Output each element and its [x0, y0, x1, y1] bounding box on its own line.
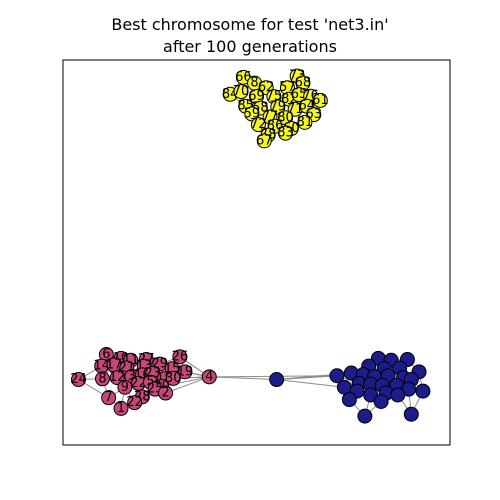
node-label: 9	[121, 380, 129, 395]
node-label: 61	[312, 93, 329, 108]
graph-node: 22	[126, 395, 143, 411]
node-circle	[269, 372, 285, 388]
node-label: 5	[146, 375, 154, 390]
graph-node: 68	[295, 75, 312, 91]
node-circle	[357, 408, 373, 424]
chart-title-line-1: Best chromosome for test 'net3.in'	[111, 15, 388, 34]
node-circle	[101, 390, 117, 406]
graph-node: 70	[233, 84, 250, 100]
node-circle	[390, 387, 406, 403]
node-circle	[270, 99, 286, 115]
node-circle	[244, 106, 260, 122]
graph-node	[329, 368, 345, 384]
node-circle	[233, 84, 249, 100]
graph-node: 69	[248, 89, 265, 105]
node-label: 19	[177, 364, 194, 379]
graph-node: 24	[70, 372, 87, 388]
graph-node: 1	[113, 400, 129, 416]
node-label: 22	[130, 376, 147, 391]
graph-node	[373, 393, 389, 409]
node-label: 26	[172, 349, 189, 364]
node-label: 70	[233, 84, 250, 99]
node-circle	[341, 392, 357, 408]
graph-node: 26	[172, 349, 189, 365]
node-label: 4	[205, 369, 213, 384]
graph-node: 19	[177, 364, 194, 380]
node-label: 1	[117, 401, 125, 416]
graph-node: 7	[101, 390, 117, 406]
node-circle	[113, 400, 129, 416]
node-circle	[250, 117, 266, 133]
node-circle	[297, 114, 313, 130]
node-circle	[373, 393, 389, 409]
node-label: 57	[279, 80, 296, 95]
edge	[209, 376, 277, 381]
node-label: 8	[250, 76, 258, 91]
node-circle	[117, 379, 133, 395]
node-label: 2	[161, 386, 169, 401]
graph-node: 67	[256, 133, 273, 149]
node-label: 67	[256, 133, 273, 148]
graph-node: 83	[277, 125, 294, 141]
node-label: 65	[291, 87, 308, 102]
graph-node: 30	[165, 370, 182, 386]
graph-node: 9	[117, 379, 133, 395]
edge	[276, 379, 345, 388]
node-circle	[70, 372, 86, 388]
node-circle	[201, 369, 217, 385]
graph-node: 2	[158, 385, 174, 401]
node-label: 24	[70, 372, 87, 387]
node-label: 14	[93, 359, 110, 374]
graph-node	[357, 408, 373, 424]
graph-node: 8	[94, 371, 110, 387]
graph-node	[269, 372, 285, 388]
node-circle	[127, 395, 143, 411]
node-circle	[403, 406, 419, 422]
node-label: 68	[295, 76, 312, 91]
node-circle	[256, 133, 272, 149]
graph-node	[390, 387, 406, 403]
graph-node	[341, 392, 357, 408]
node-label: 72	[250, 117, 267, 132]
node-label: 83	[277, 126, 294, 141]
graph-node: 81	[297, 114, 314, 130]
plot-frame	[62, 59, 451, 446]
graph-node: 65	[291, 87, 308, 103]
node-circle	[172, 349, 188, 365]
graph-node: 72	[250, 117, 267, 133]
graph-node: 14	[93, 358, 110, 374]
node-label: 6	[102, 347, 110, 362]
graph-node: 61	[312, 92, 329, 108]
node-circle	[415, 383, 431, 399]
node-circle	[94, 371, 110, 387]
node-label: 17	[106, 357, 123, 372]
edge	[276, 375, 338, 381]
node-label: 3	[128, 369, 136, 384]
chart-title-line-2: after 100 generations	[163, 37, 337, 56]
node-label: 7	[105, 390, 113, 405]
graph-node	[415, 383, 431, 399]
node-label: 81	[297, 115, 314, 130]
node-circle	[329, 368, 345, 384]
graph-node: 4	[201, 369, 217, 385]
node-circle	[165, 370, 181, 386]
node-label: 30	[165, 371, 182, 386]
node-label: 8	[98, 371, 106, 386]
node-label: 69	[248, 89, 265, 104]
node-circle	[312, 92, 328, 108]
node-label: 22	[126, 395, 143, 410]
edge	[165, 376, 210, 394]
node-circle	[278, 125, 294, 141]
graph-node: 22	[130, 375, 147, 391]
graph-node	[403, 406, 419, 422]
node-circle	[158, 385, 174, 401]
